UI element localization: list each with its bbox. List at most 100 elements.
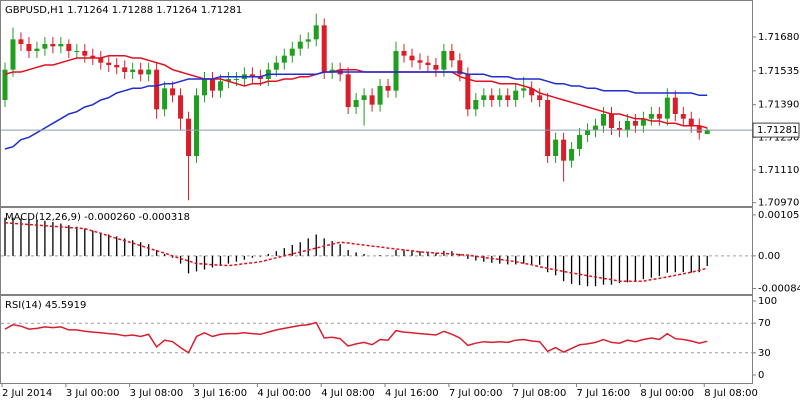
candle-body bbox=[616, 128, 622, 131]
candle-body bbox=[313, 25, 319, 40]
candle-body bbox=[329, 69, 335, 72]
candle-body bbox=[2, 69, 8, 100]
candle-body bbox=[521, 88, 527, 91]
candle-body bbox=[225, 79, 231, 82]
candle-body bbox=[289, 48, 295, 56]
candle-body bbox=[178, 95, 184, 119]
candle-body bbox=[704, 130, 710, 135]
candle-body bbox=[233, 79, 239, 80]
x-tick-label: 8 Jul 00:00 bbox=[640, 388, 694, 399]
candle-body bbox=[680, 114, 686, 119]
candle-body bbox=[369, 95, 375, 105]
candle-body bbox=[34, 48, 40, 51]
candle-body bbox=[601, 114, 606, 126]
y-tick-label: -0.00084 bbox=[758, 284, 800, 295]
y-tick-label: 1.71535 bbox=[758, 66, 799, 77]
candle-body bbox=[553, 139, 559, 156]
price-box-label: 1.71281 bbox=[757, 125, 798, 136]
y-tick-label: 1.70970 bbox=[758, 198, 799, 209]
candle-body bbox=[473, 100, 479, 110]
candle-body bbox=[42, 44, 48, 49]
y-tick-label: 0.001053 bbox=[758, 210, 800, 221]
rsi-panel bbox=[0, 295, 753, 384]
candle-body bbox=[82, 51, 88, 56]
candle-body bbox=[162, 88, 168, 110]
y-tick-label: 100 bbox=[758, 296, 777, 307]
y-tick-label: 0.00 bbox=[758, 251, 780, 262]
moving-average bbox=[4, 54, 708, 129]
candle-body bbox=[321, 25, 327, 72]
x-tick-label: 8 Jul 08:00 bbox=[704, 388, 758, 399]
candle-body bbox=[50, 44, 56, 47]
candle-body bbox=[465, 74, 471, 110]
candle-body bbox=[497, 95, 503, 100]
candle-body bbox=[58, 44, 64, 47]
candle-body bbox=[26, 44, 32, 51]
candle-body bbox=[537, 95, 543, 100]
candle-body bbox=[146, 69, 152, 75]
candle-body bbox=[194, 95, 200, 156]
rsi-line bbox=[4, 321, 708, 354]
x-tick-label: 3 Jul 16:00 bbox=[194, 388, 248, 399]
x-tick-label: 3 Jul 00:00 bbox=[66, 388, 120, 399]
candle-body bbox=[417, 60, 423, 63]
x-tick-label: 2 Jul 2014 bbox=[2, 388, 52, 399]
candle-body bbox=[305, 39, 311, 42]
candle-body bbox=[377, 86, 383, 105]
candle-body bbox=[98, 58, 104, 63]
candle-body bbox=[441, 51, 447, 70]
y-tick-label: 30 bbox=[758, 348, 771, 359]
signal-line bbox=[4, 222, 708, 282]
candle-body bbox=[10, 39, 16, 70]
y-tick-label: 1.71110 bbox=[758, 165, 799, 176]
candle-body bbox=[130, 69, 136, 72]
candle-body bbox=[74, 51, 80, 52]
candle-body bbox=[513, 90, 519, 100]
candle-body bbox=[585, 130, 591, 135]
candle-body bbox=[640, 118, 646, 126]
candle-body bbox=[273, 62, 279, 70]
candle-body bbox=[361, 95, 367, 100]
candle-body bbox=[409, 55, 415, 61]
x-tick-label: 7 Jul 00:00 bbox=[449, 388, 503, 399]
candle-body bbox=[122, 67, 128, 72]
candle-body bbox=[345, 74, 351, 107]
moving-average bbox=[4, 71, 708, 150]
candle-body bbox=[624, 121, 630, 131]
candle-body bbox=[154, 69, 160, 110]
candle-body bbox=[449, 51, 455, 61]
y-tick-label: 1.71390 bbox=[758, 100, 799, 111]
candle-body bbox=[672, 97, 678, 114]
x-tick-label: 4 Jul 08:00 bbox=[321, 388, 375, 399]
candle-body bbox=[696, 125, 702, 133]
candle-body bbox=[202, 79, 207, 96]
candle-body bbox=[401, 51, 407, 56]
candle-body bbox=[209, 79, 215, 91]
candle-body bbox=[688, 118, 694, 126]
x-tick-label: 7 Jul 08:00 bbox=[513, 388, 567, 399]
candle-body bbox=[608, 114, 614, 128]
candle-body bbox=[561, 139, 567, 161]
candle-body bbox=[138, 69, 144, 75]
candle-body bbox=[353, 100, 359, 107]
candle-body bbox=[90, 55, 96, 58]
candle-body bbox=[648, 114, 654, 119]
candle-body bbox=[481, 95, 487, 100]
candle-body bbox=[217, 81, 223, 91]
candle-body bbox=[489, 95, 495, 100]
x-tick-label: 3 Jul 08:00 bbox=[130, 388, 184, 399]
candle-body bbox=[505, 95, 511, 100]
candle-body bbox=[433, 65, 439, 70]
x-tick-label: 4 Jul 00:00 bbox=[257, 388, 311, 399]
x-tick-label: 4 Jul 16:00 bbox=[385, 388, 439, 399]
x-tick-label: 7 Jul 16:00 bbox=[577, 388, 631, 399]
candle-body bbox=[593, 125, 599, 131]
candle-body bbox=[114, 65, 120, 68]
price-title: GBPUSD,H1 1.71264 1.71288 1.71264 1.7128… bbox=[5, 5, 242, 16]
candle-body bbox=[632, 121, 638, 126]
candle-body bbox=[18, 39, 24, 44]
rsi-title: RSI(14) 45.5919 bbox=[5, 300, 86, 311]
macd-title: MACD(12,26,9) -0.000260 -0.000318 bbox=[5, 212, 190, 223]
